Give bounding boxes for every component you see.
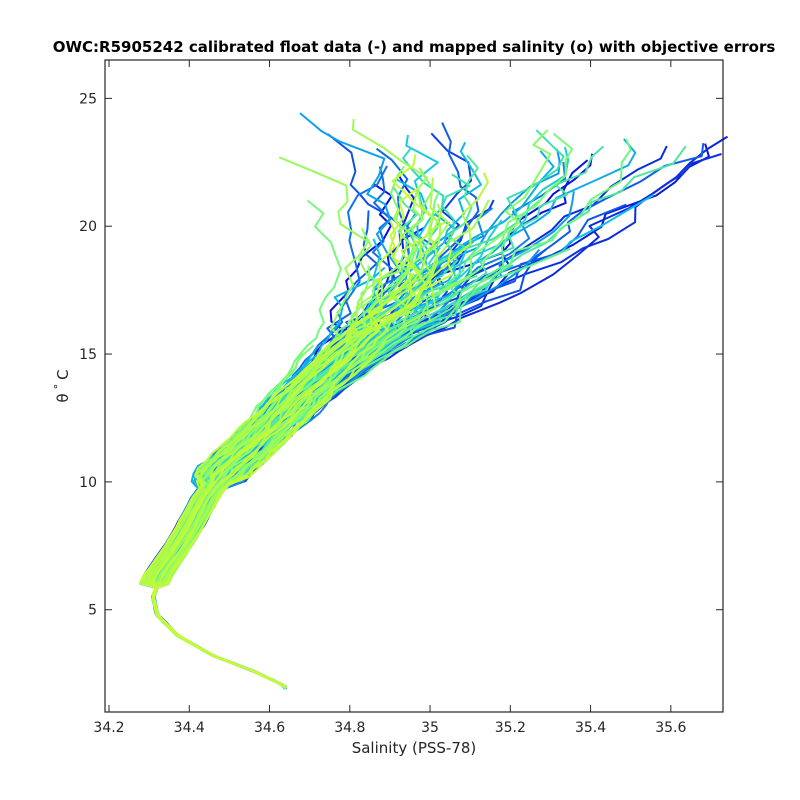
- y-axis-label: θ ° C: [52, 369, 72, 402]
- x-tick-label: 35.6: [655, 720, 686, 736]
- chart-title: OWC:R5905242 calibrated float data (-) a…: [53, 38, 776, 56]
- x-axis-ticks: 34.2 34.4 34.6 34.8 35 35.2 35.4 35.6: [93, 60, 687, 736]
- y-axis-label-degree: °: [52, 384, 65, 390]
- profile-line: [152, 249, 454, 685]
- y-axis-label-symbol: θ: [54, 393, 72, 402]
- x-tick-label: 35: [421, 720, 439, 736]
- y-tick-label: 15: [79, 347, 97, 363]
- x-tick-label: 34.2: [93, 720, 124, 736]
- profile-lines: [138, 112, 729, 690]
- x-tick-label: 35.4: [575, 720, 606, 736]
- y-tick-label: 10: [79, 475, 97, 491]
- x-tick-label: 35.2: [495, 720, 526, 736]
- y-tick-label: 5: [88, 603, 97, 619]
- y-tick-label: 25: [79, 91, 97, 107]
- y-axis-label-unit: C: [54, 369, 72, 379]
- x-tick-label: 34.4: [174, 720, 205, 736]
- y-tick-label: 20: [79, 219, 97, 235]
- y-axis-ticks: 5 10 15 20 25: [79, 91, 723, 619]
- x-tick-label: 34.8: [334, 720, 365, 736]
- axes-frame: [104, 59, 724, 713]
- x-axis-label: Salinity (PSS-78): [352, 739, 477, 757]
- x-tick-label: 34.6: [254, 720, 285, 736]
